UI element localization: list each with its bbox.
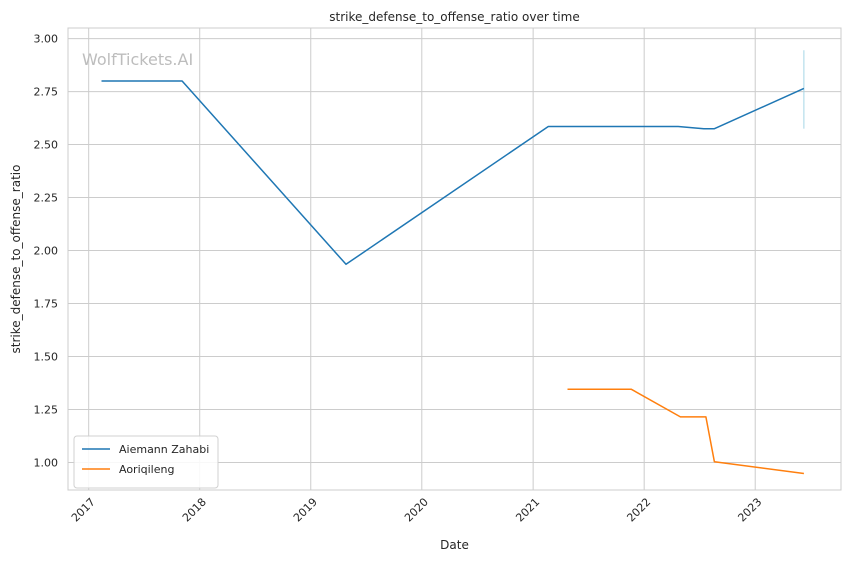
chart-title: strike_defense_to_offense_ratio over tim…	[329, 10, 579, 24]
legend-label: Aiemann Zahabi	[119, 443, 209, 456]
x-axis-ticks: 2017 2018 2019 2020 2021 2022 2023	[69, 496, 765, 525]
x-axis-label: Date	[440, 538, 469, 552]
x-tick-label: 2020	[402, 496, 431, 525]
watermark: WolfTickets.AI	[82, 50, 193, 69]
series-line	[567, 388, 804, 475]
y-tick-label: 3.00	[34, 33, 59, 46]
x-tick-label: 2019	[291, 496, 320, 525]
x-tick-label: 2022	[624, 496, 653, 525]
y-tick-label: 1.75	[34, 298, 59, 311]
y-tick-label: 2.75	[34, 86, 59, 99]
y-axis-label: strike_defense_to_offense_ratio	[9, 165, 23, 354]
x-tick-label: 2021	[513, 496, 542, 525]
x-tick-label: 2017	[69, 496, 98, 525]
grid	[68, 28, 841, 490]
y-tick-label: 2.25	[34, 192, 59, 205]
y-tick-label: 1.50	[34, 350, 59, 363]
x-tick-label: 2018	[180, 496, 209, 525]
y-tick-label: 2.00	[34, 245, 59, 258]
legend-label: Aoriqileng	[119, 463, 174, 476]
x-tick-label: 2023	[735, 496, 764, 525]
y-axis-ticks: 1.00 1.25 1.50 1.75 2.00 2.25 2.50 2.75 3.00	[34, 33, 59, 470]
y-tick-label: 1.25	[34, 403, 59, 416]
series-layer	[101, 50, 805, 475]
y-tick-label: 2.50	[34, 139, 59, 152]
plot-area	[67, 27, 842, 491]
y-tick-label: 1.00	[34, 456, 59, 469]
legend: Aiemann Zahabi Aoriqileng	[73, 435, 219, 489]
series-line	[101, 80, 805, 266]
